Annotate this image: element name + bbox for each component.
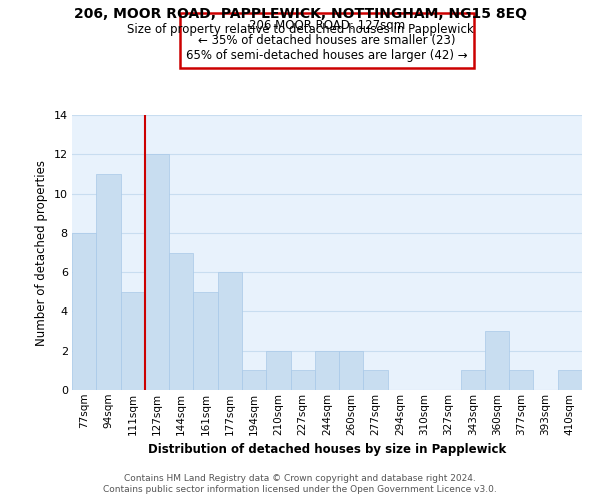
Bar — [242, 370, 266, 390]
Bar — [461, 370, 485, 390]
Bar — [169, 252, 193, 390]
Y-axis label: Number of detached properties: Number of detached properties — [35, 160, 48, 346]
X-axis label: Distribution of detached houses by size in Papplewick: Distribution of detached houses by size … — [148, 443, 506, 456]
Text: 206 MOOR ROAD: 127sqm
← 35% of detached houses are smaller (23)
65% of semi-deta: 206 MOOR ROAD: 127sqm ← 35% of detached … — [186, 18, 468, 62]
Bar — [485, 331, 509, 390]
Bar — [145, 154, 169, 390]
Bar — [290, 370, 315, 390]
Bar — [266, 350, 290, 390]
Bar — [72, 233, 96, 390]
Bar — [218, 272, 242, 390]
Bar — [315, 350, 339, 390]
Bar — [193, 292, 218, 390]
Text: 206, MOOR ROAD, PAPPLEWICK, NOTTINGHAM, NG15 8EQ: 206, MOOR ROAD, PAPPLEWICK, NOTTINGHAM, … — [74, 8, 527, 22]
Bar — [364, 370, 388, 390]
Bar — [558, 370, 582, 390]
Bar — [339, 350, 364, 390]
Text: Size of property relative to detached houses in Papplewick: Size of property relative to detached ho… — [127, 22, 473, 36]
Text: Contains HM Land Registry data © Crown copyright and database right 2024.
Contai: Contains HM Land Registry data © Crown c… — [103, 474, 497, 494]
Bar — [121, 292, 145, 390]
Bar — [96, 174, 121, 390]
Bar — [509, 370, 533, 390]
